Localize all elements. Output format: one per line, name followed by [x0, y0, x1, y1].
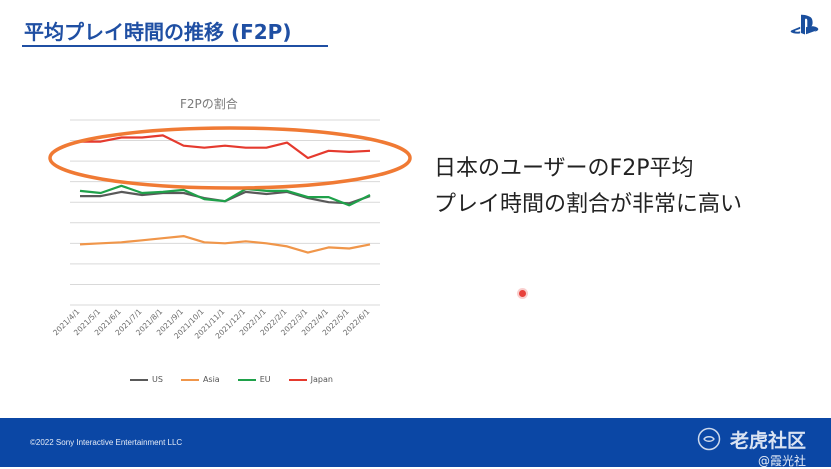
slide-title: 平均プレイ時間の推移 (F2P) [24, 20, 292, 44]
footer-bar: ©2022 Sony Interactive Entertainment LLC… [0, 418, 831, 468]
chart-title: F2Pの割合 [180, 97, 238, 111]
series-line-eu [79, 184, 371, 207]
laser-pointer-dot [519, 290, 526, 297]
legend-swatch [288, 378, 307, 381]
legend-label: Japan [310, 375, 333, 384]
legend-swatch [130, 378, 148, 381]
tiger-community-watermark-icon [697, 427, 721, 451]
legend-label: US [152, 375, 163, 384]
legend-item-eu: EU [237, 375, 271, 384]
legend-swatch [180, 378, 199, 381]
watermark-text: 老虎社区 [730, 430, 807, 452]
highlight-ellipse [48, 126, 412, 190]
legend-item-us: US [130, 375, 163, 384]
playstation-logo-icon [790, 14, 819, 35]
watermark-handle: @霞光社 [758, 454, 807, 468]
legend-swatch [237, 378, 256, 381]
legend-label: Asia [202, 375, 220, 384]
line-chart: 2021/4/12021/5/12021/6/12021/7/12021/8/1… [48, 119, 412, 341]
legend-item-japan: Japan [288, 375, 333, 384]
highlight-text-line1: 日本のユーザーのF2P平均 [434, 156, 694, 181]
legend-label: EU [259, 375, 271, 384]
series-line-asia [79, 235, 371, 254]
legend-item-asia: Asia [180, 375, 220, 384]
chart-legend: US Asia EU Japan [130, 375, 333, 384]
title-underline [22, 45, 328, 47]
footer-copyright: ©2022 Sony Interactive Entertainment LLC [30, 438, 183, 447]
series-line-japan [80, 134, 371, 160]
highlight-text-line2: プレイ時間の割合が非常に高い [434, 192, 743, 217]
